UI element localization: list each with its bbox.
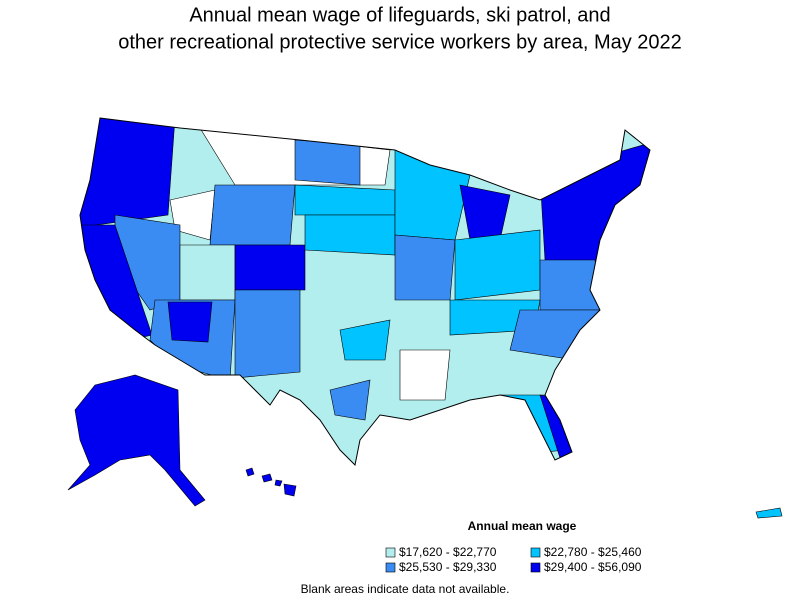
region	[209, 184, 296, 246]
map	[67, 117, 783, 519]
note: Blank areas indicate data not available.	[301, 582, 510, 596]
region	[234, 244, 306, 291]
legend-swatch	[530, 547, 541, 558]
legend-title: Annual mean wage	[468, 519, 577, 533]
region	[169, 189, 216, 241]
region	[539, 139, 650, 271]
legend-label: $25,530 - $29,330	[399, 560, 497, 574]
legend-label: $17,620 - $22,770	[399, 545, 497, 559]
alaska	[67, 374, 206, 507]
legend-label: $29,400 - $56,090	[544, 560, 642, 574]
legend-swatch	[385, 547, 396, 558]
title-line: other recreational protective service wo…	[118, 31, 682, 53]
legend-label: $22,780 - $25,460	[544, 545, 642, 559]
region	[339, 319, 391, 361]
region	[329, 379, 371, 421]
puerto-rico	[755, 507, 783, 519]
region	[394, 234, 456, 301]
title-line: Annual mean wage of lifeguards, ski patr…	[189, 4, 610, 26]
region	[399, 349, 451, 401]
legend-swatch	[385, 562, 396, 573]
us-outline	[79, 117, 651, 467]
region	[509, 309, 611, 361]
region	[179, 244, 236, 301]
region	[294, 184, 396, 216]
hawaii	[283, 483, 297, 497]
region	[80, 118, 176, 229]
hawaii	[245, 467, 255, 477]
region	[167, 301, 213, 343]
region	[304, 214, 396, 256]
legend-swatch	[530, 562, 541, 573]
region	[454, 229, 541, 301]
legend: $17,620 - $22,770 $22,780 - $25,460 $25,53…	[385, 545, 642, 574]
hawaii	[261, 473, 273, 483]
region	[294, 139, 361, 186]
hawaii	[274, 479, 283, 487]
region	[234, 289, 301, 379]
